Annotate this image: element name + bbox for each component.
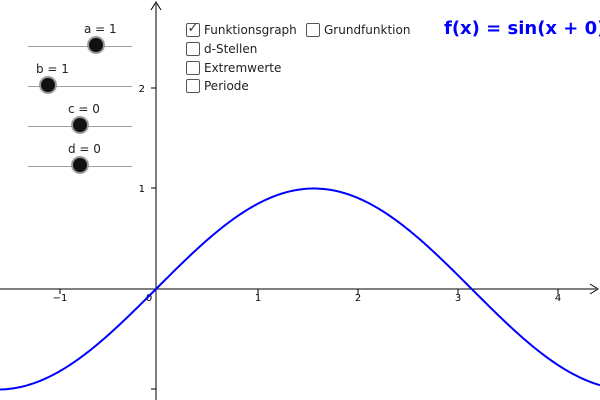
x-tick-label: 3 (455, 293, 461, 304)
checkbox-label: Extremwerte (204, 61, 282, 75)
slider-a[interactable]: a = 1 (28, 22, 132, 52)
x-tick-label: 2 (355, 293, 361, 304)
slider-b-knob[interactable] (41, 78, 55, 92)
checkbox-d-stellen[interactable]: d-Stellen (186, 41, 257, 57)
function-formula: f(x) = sin(x + 0) (444, 18, 600, 39)
slider-d[interactable]: d = 0 (28, 142, 132, 172)
checkbox-box[interactable] (186, 79, 200, 93)
checkmark-icon: ✓ (187, 21, 199, 36)
checkbox-box[interactable] (306, 23, 320, 37)
slider-a-track[interactable] (28, 46, 132, 47)
checkbox-box[interactable] (186, 61, 200, 75)
checkbox-label: Funktionsgraph (204, 23, 297, 37)
slider-c-label: c = 0 (68, 102, 100, 116)
y-tick-label: 1 (139, 184, 145, 195)
x-tick-label: −1 (53, 293, 68, 304)
slider-c-knob[interactable] (73, 118, 87, 132)
slider-a-knob[interactable] (89, 38, 103, 52)
x-tick-label: 1 (255, 293, 261, 304)
function-graph[interactable] (0, 187, 600, 391)
checkbox-box[interactable]: ✓ (186, 21, 200, 37)
slider-b-track[interactable] (28, 86, 132, 87)
checkbox-label: Periode (204, 79, 249, 93)
slider-d-label: d = 0 (68, 142, 101, 156)
checkbox-funktionsgraph[interactable]: ✓ Funktionsgraph (186, 21, 297, 38)
slider-d-knob[interactable] (73, 158, 87, 172)
checkbox-label: d-Stellen (204, 42, 258, 56)
slider-b[interactable]: b = 1 (28, 62, 132, 92)
x-axis-arrow-icon (589, 283, 599, 295)
checkbox-extremwerte[interactable]: Extremwerte (186, 60, 281, 76)
checkbox-periode[interactable]: Periode (186, 78, 249, 94)
checkbox-box[interactable] (186, 42, 200, 56)
y-axis-arrow-icon (150, 1, 162, 11)
slider-a-label: a = 1 (84, 22, 117, 36)
checkbox-grundfunktion[interactable]: Grundfunktion (306, 22, 410, 38)
y-tick-label: 2 (139, 84, 145, 95)
slider-b-label: b = 1 (36, 62, 69, 76)
x-tick-label: 4 (555, 293, 561, 304)
slider-c[interactable]: c = 0 (28, 102, 132, 132)
x-tick-label: 0 (146, 293, 152, 304)
checkbox-label: Grundfunktion (324, 23, 411, 37)
